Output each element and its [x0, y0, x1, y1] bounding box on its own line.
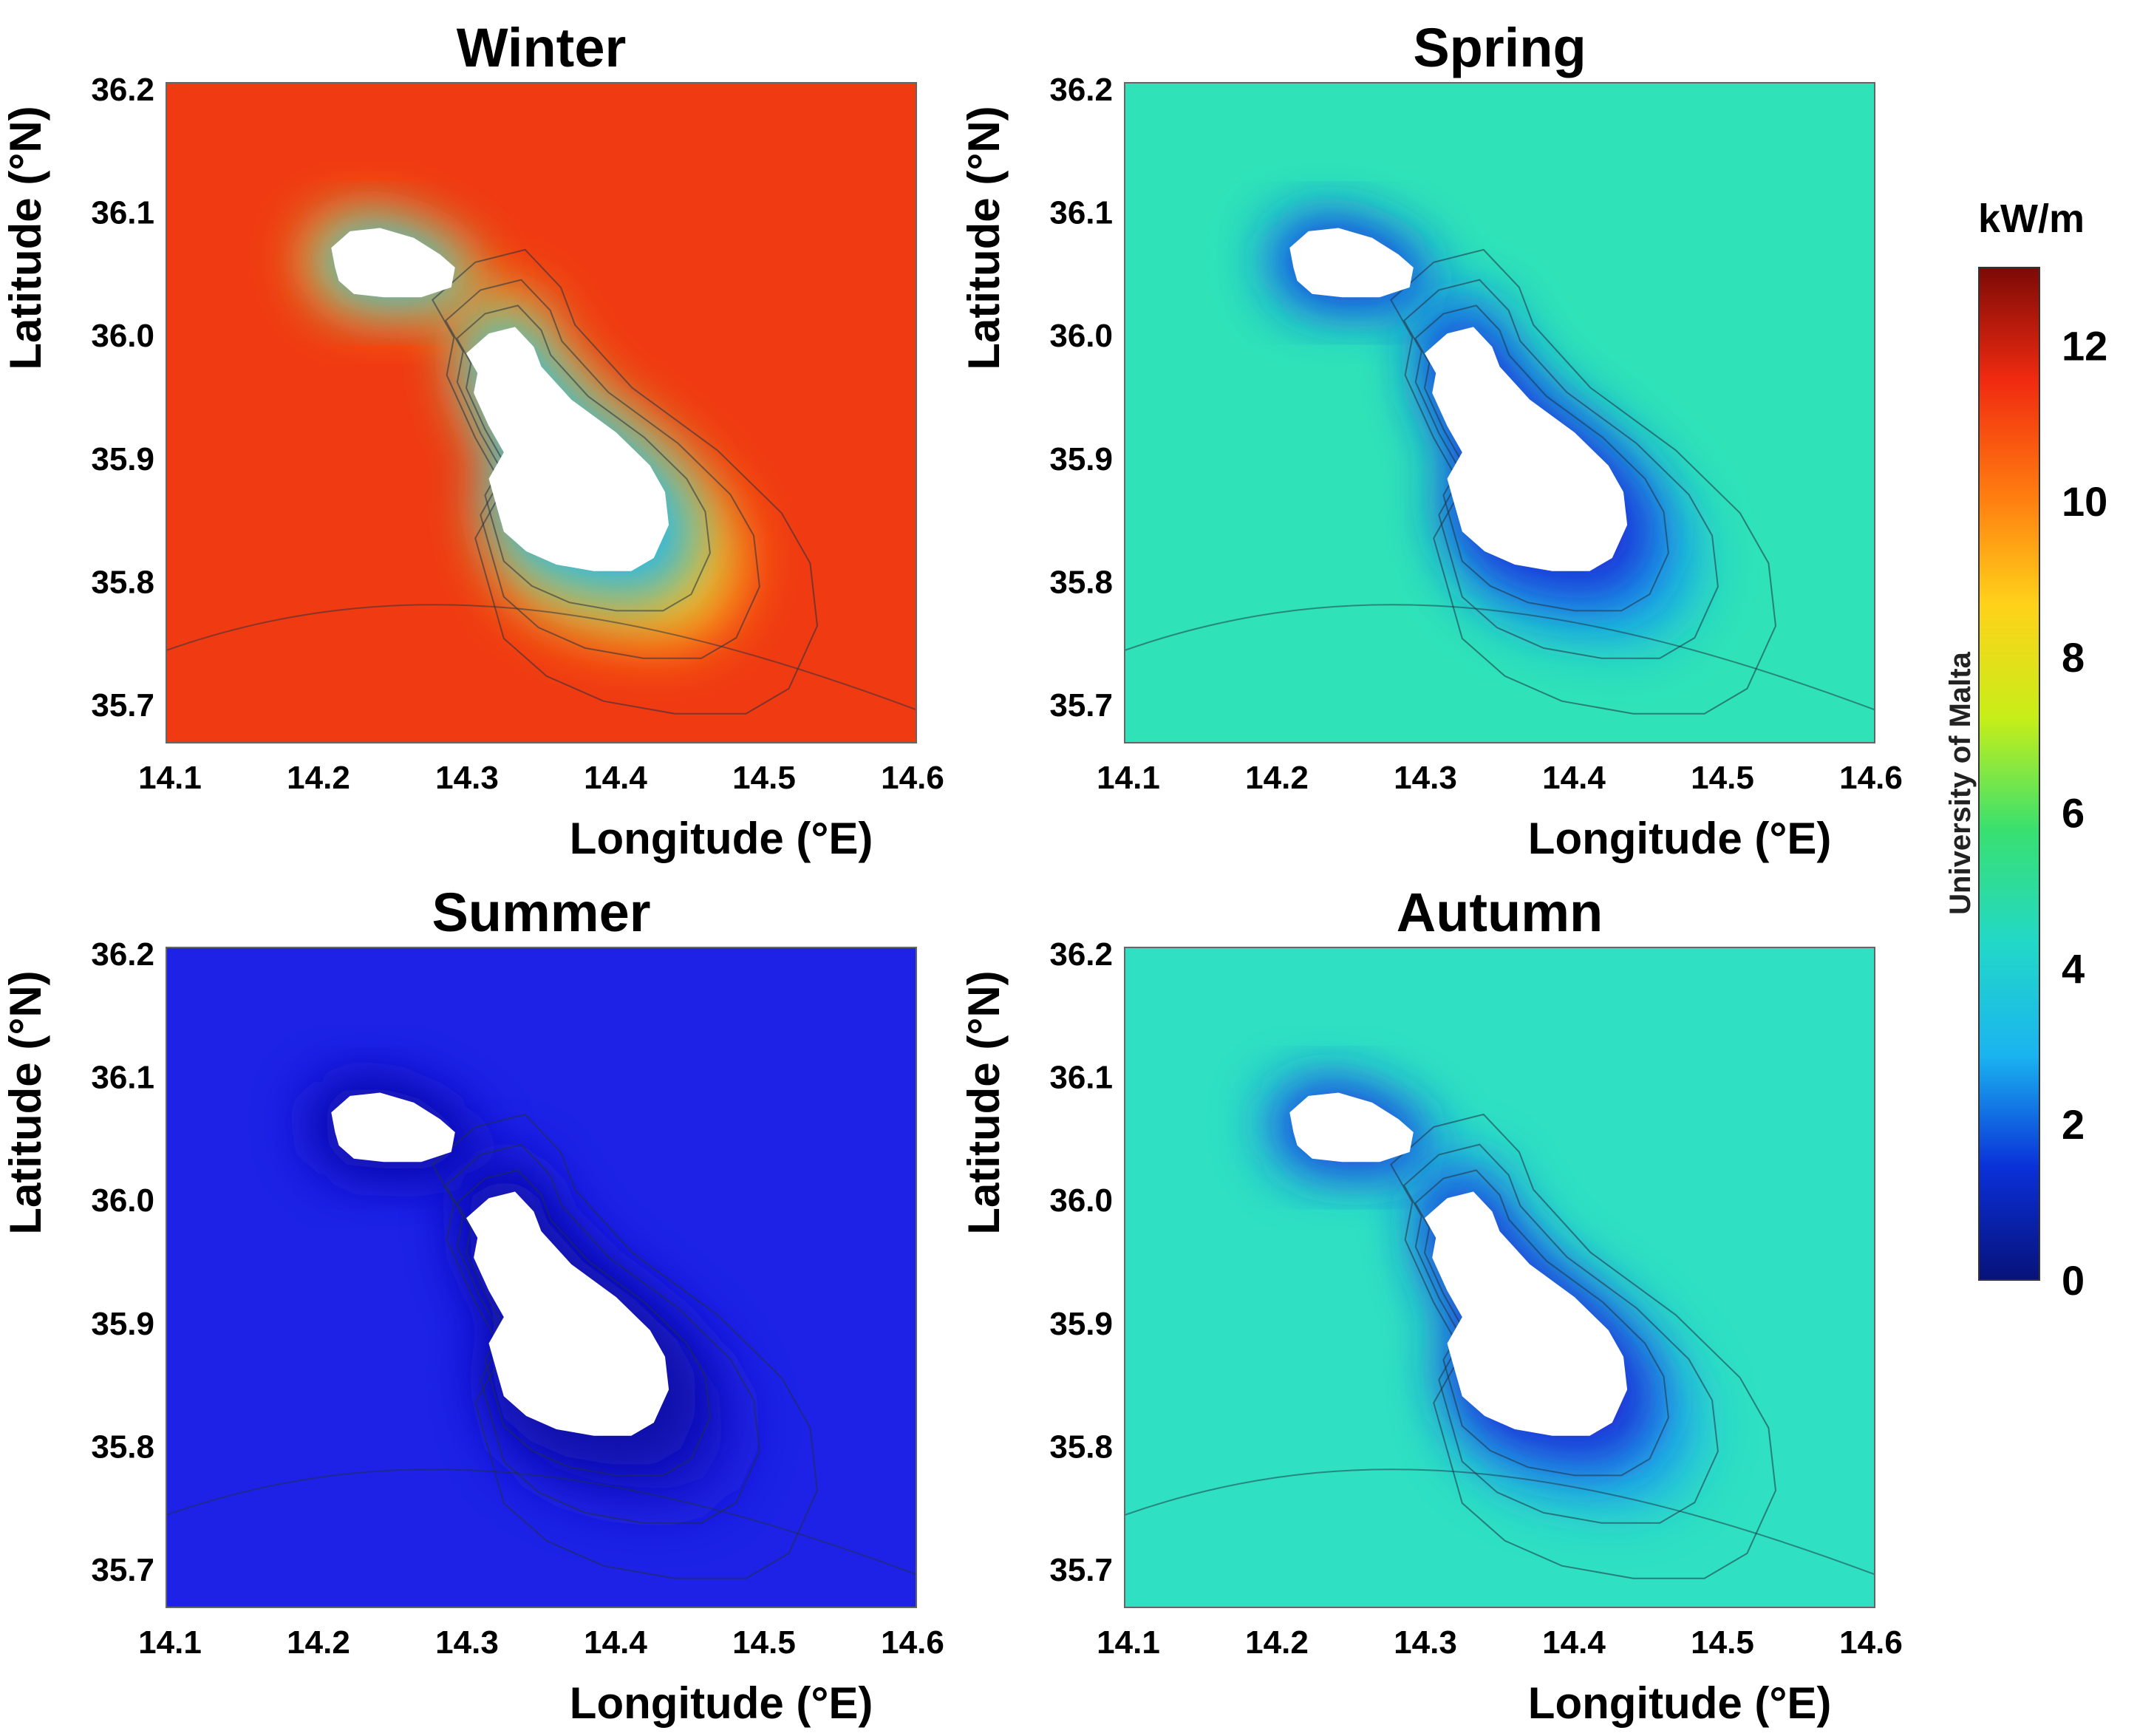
gozo-island	[331, 1092, 455, 1163]
y-tick-label: 35.8	[91, 1429, 154, 1465]
x-tick-label: 14.1	[138, 760, 202, 796]
y-axis-label: Latitude (°N)	[959, 106, 1009, 370]
colorbar-tick-label: 12	[2062, 322, 2107, 369]
colorbar-ramp	[1978, 267, 2040, 1281]
x-tick-label: 14.6	[881, 760, 944, 796]
y-tick-label: 35.9	[1049, 1306, 1113, 1342]
x-tick-label: 14.2	[1245, 760, 1309, 796]
y-tick-label: 35.7	[91, 687, 154, 724]
panel-title: Autumn	[1397, 882, 1603, 943]
x-axis-label: Longitude (°E)	[570, 814, 873, 863]
x-tick-label: 14.2	[1245, 1624, 1309, 1661]
x-axis-label: Longitude (°E)	[1528, 814, 1832, 863]
gozo-island	[1289, 1092, 1414, 1163]
y-tick-label: 36.2	[1049, 72, 1113, 108]
panel-spring: Spring 14.1 14.2 14.3 14.4 14.5 14.6 36.2 36.1 36…	[959, 17, 1903, 863]
y-tick-label: 36.1	[1049, 1060, 1113, 1096]
credit-label: University of Malta	[1944, 651, 1977, 914]
y-tick-label: 35.9	[91, 1306, 154, 1342]
x-tick-label: 14.1	[1097, 1624, 1160, 1661]
x-tick-label: 14.4	[584, 1624, 647, 1661]
x-tick-label: 14.4	[1542, 1624, 1606, 1661]
y-tick-label: 36.2	[91, 72, 154, 108]
x-tick-label: 14.1	[138, 1624, 202, 1661]
colorbar-tick-label: 8	[2062, 634, 2085, 681]
contour-lines	[1125, 248, 1875, 715]
y-tick-label: 36.0	[91, 318, 154, 354]
map-frame	[1124, 82, 1875, 743]
map-frame	[1124, 947, 1875, 1608]
malta-island	[466, 327, 669, 571]
y-tick-label: 36.2	[91, 936, 154, 973]
colorbar-tick-label: 10	[2062, 478, 2107, 525]
x-tick-label: 14.6	[1839, 1624, 1903, 1661]
malta-island	[466, 1191, 669, 1436]
panel-title: Winter	[457, 17, 627, 78]
y-tick-label: 36.1	[91, 1060, 154, 1096]
y-axis-label: Latitude (°N)	[1, 106, 50, 370]
gozo-island	[331, 228, 455, 298]
x-tick-label: 14.4	[584, 760, 647, 796]
y-tick-label: 36.2	[1049, 936, 1113, 973]
x-tick-label: 14.6	[1839, 760, 1903, 796]
x-tick-label: 14.3	[435, 760, 499, 796]
map-frame	[166, 82, 917, 743]
panel-winter: Winter 14.1 14.2 14.3 14.4 14.5 14.6 36.2 36.1 36…	[1, 17, 944, 863]
y-tick-label: 36.0	[1049, 1182, 1113, 1219]
y-tick-label: 36.0	[1049, 318, 1113, 354]
panel-title: Spring	[1413, 17, 1586, 78]
y-tick-label: 35.8	[1049, 1429, 1113, 1465]
x-tick-label: 14.5	[732, 760, 796, 796]
x-tick-label: 14.5	[1691, 1624, 1754, 1661]
y-tick-label: 35.9	[1049, 441, 1113, 477]
map-frame	[166, 947, 917, 1608]
x-tick-label: 14.2	[287, 1624, 350, 1661]
x-tick-label: 14.1	[1097, 760, 1160, 796]
malta-island	[1425, 327, 1628, 571]
y-tick-label: 35.8	[1049, 564, 1113, 600]
y-axis-label: Latitude (°N)	[959, 970, 1009, 1234]
colorbar-tick-label: 6	[2062, 790, 2085, 837]
x-axis-label: Longitude (°E)	[1528, 1678, 1832, 1728]
y-tick-label: 35.8	[91, 564, 154, 600]
x-tick-label: 14.3	[1394, 1624, 1457, 1661]
y-tick-label: 35.7	[91, 1552, 154, 1588]
y-tick-label: 35.9	[91, 441, 154, 477]
gozo-island	[1289, 228, 1414, 298]
colorbar-tick-label: 0	[2062, 1257, 2085, 1304]
panel-autumn: Autumn 14.1 14.2 14.3 14.4 14.5 14.6 36.2 36.1 36…	[959, 882, 1903, 1728]
colorbar: 0 2 4 6 8 10 12 kW/m University of Malta	[1944, 197, 2107, 1304]
y-tick-label: 36.0	[91, 1182, 154, 1219]
panel-summer: Summer 14.1 14.2 14.3 14.4 14.5 14.6 36.2 36.1 36…	[1, 882, 944, 1728]
y-tick-label: 36.1	[1049, 195, 1113, 231]
y-tick-label: 36.1	[91, 195, 154, 231]
malta-island	[1425, 1191, 1628, 1436]
x-tick-label: 14.5	[1691, 760, 1754, 796]
colorbar-unit: kW/m	[1978, 197, 2085, 241]
x-tick-label: 14.2	[287, 760, 350, 796]
y-tick-label: 35.7	[1049, 1552, 1113, 1588]
y-tick-label: 35.7	[1049, 687, 1113, 724]
x-tick-label: 14.5	[732, 1624, 796, 1661]
x-tick-label: 14.6	[881, 1624, 944, 1661]
x-tick-label: 14.3	[1394, 760, 1457, 796]
panel-title: Summer	[432, 882, 650, 943]
colorbar-tick-label: 2	[2062, 1101, 2085, 1148]
x-axis-label: Longitude (°E)	[570, 1678, 873, 1728]
y-axis-label: Latitude (°N)	[1, 970, 50, 1234]
x-tick-label: 14.3	[435, 1624, 499, 1661]
colorbar-tick-label: 4	[2062, 945, 2085, 992]
x-tick-label: 14.4	[1542, 760, 1606, 796]
